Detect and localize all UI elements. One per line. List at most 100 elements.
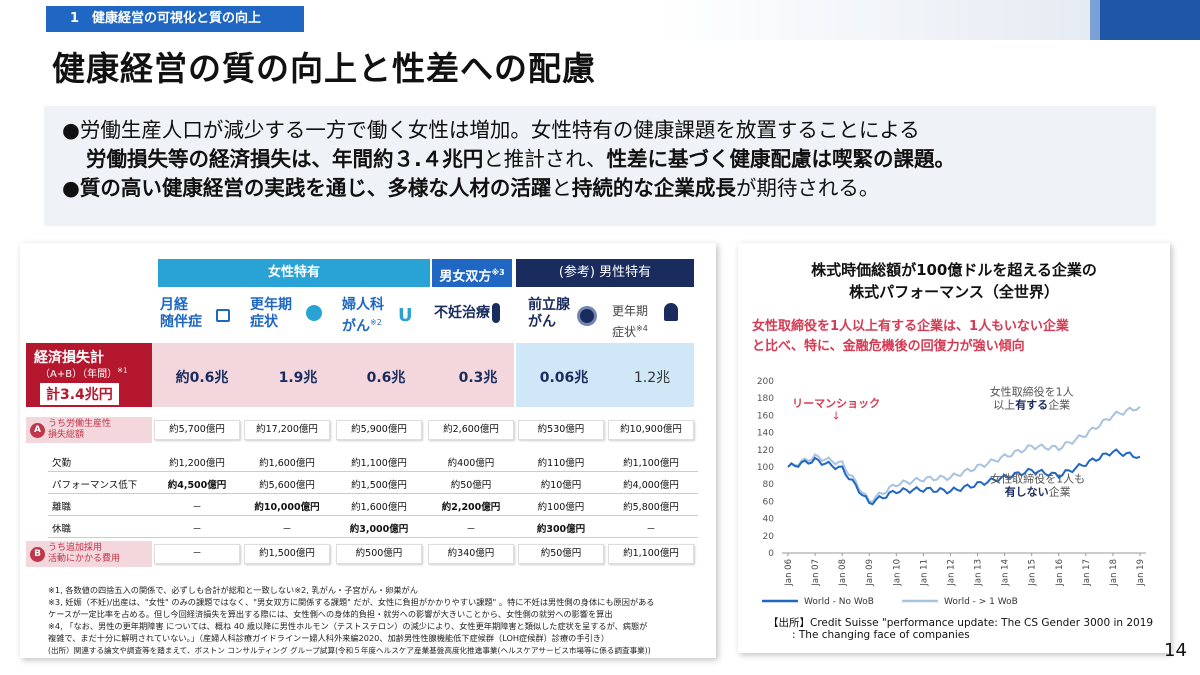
y-tick-label: 80 <box>763 480 775 490</box>
detail-value-cell: 約1,500億円 <box>351 480 407 491</box>
col-label-male-menopause: 更年期 症状※4 <box>612 304 649 339</box>
row-divider <box>48 537 698 538</box>
x-tick-label: Jan 11 <box>919 559 929 587</box>
section-tag: 1 健康経営の可視化と質の向上 <box>46 6 304 32</box>
row-divider <box>48 515 698 516</box>
female-header: 女性特有 <box>158 259 430 287</box>
b-label: うち追加採用 活動にかかる費用 <box>48 543 121 564</box>
y-tick-label: 100 <box>757 463 774 473</box>
x-tick-label: Jan 17 <box>1082 559 1092 587</box>
detail-value-cell: － <box>466 524 476 535</box>
detail-value-cell: 約400億円 <box>447 458 495 469</box>
top-bar-stripe <box>1100 0 1200 40</box>
both-header: 男女双方※3 <box>432 259 512 287</box>
chart-title-1: 株式時価総額が100億ドルを超える企業の <box>811 261 1097 279</box>
legend-label: World - No WoB <box>804 597 874 607</box>
series-line <box>787 448 1141 506</box>
chart-subtitle-1: 女性取締役を1人以上有する企業は、1人もいない企業 <box>752 319 1069 334</box>
col-label-fertility: 不妊治療 <box>434 305 490 321</box>
y-tick-label: 140 <box>757 429 774 439</box>
b-value-cell: 約1,500億円 <box>244 544 330 564</box>
b-value-cell: － <box>154 544 240 564</box>
loss-value-menstrual: 約0.6兆 <box>175 370 229 386</box>
a-value-cell: 約5,700億円 <box>154 420 240 440</box>
annotation-top-2: 以上有する企業 <box>993 398 1070 412</box>
loss-value-prostate: 0.06兆 <box>539 370 589 386</box>
y-tick-label: 200 <box>757 377 774 387</box>
detail-value-cell: 約1,600億円 <box>351 502 407 513</box>
detail-value-cell: 約2,200億円 <box>441 502 501 513</box>
detail-value-cell: 約10,000億円 <box>254 502 320 513</box>
a-value-cell: 約2,600億円 <box>428 420 514 440</box>
loss-total: 計3.4兆円 <box>40 383 119 405</box>
page-title: 健康経営の質の向上と性差への配慮 <box>52 49 596 88</box>
woman-icon <box>306 305 322 321</box>
annotation-top-1: 女性取締役を1人 <box>990 385 1074 399</box>
female-loss-bg <box>152 343 514 407</box>
note-4: ※4, 「なお、男性の更年期障害 については、概ね 40 歳以降に男性ホルモン（… <box>48 621 648 631</box>
x-tick-label: Jan 14 <box>1001 559 1011 587</box>
a-value-cell: 約10,900億円 <box>608 420 694 440</box>
y-tick-label: 120 <box>757 446 774 456</box>
loss-sub: （A+B）（年間）※1 <box>40 366 128 380</box>
detail-value-cell: 約1,600億円 <box>259 458 315 469</box>
detail-value-cell: 約5,600億円 <box>259 480 315 491</box>
detail-value-cell: 約5,800億円 <box>623 502 679 513</box>
ribbon-icon: ᑌ <box>398 305 413 326</box>
chart-source-1: 【出所】Credit Suisse "performance update: T… <box>768 617 1154 629</box>
a-label: うち労働生産性 損失総額 <box>48 419 112 440</box>
x-tick-label: Jan 13 <box>974 559 984 587</box>
detail-value-cell: － <box>192 502 202 513</box>
badge-a: A <box>30 423 45 438</box>
col-label-gyn-cancer: 婦人科 がん※2 <box>342 297 384 335</box>
y-tick-label: 180 <box>757 394 774 404</box>
detail-row-label: 休職 <box>52 524 72 535</box>
x-tick-label: Jan 06 <box>784 559 794 587</box>
x-tick-label: Jan 10 <box>892 559 902 587</box>
legend-label: World - > 1 WoB <box>944 597 1018 607</box>
x-tick-label: Jan 15 <box>1028 559 1038 587</box>
detail-value-cell: 約50億円 <box>450 480 492 491</box>
loss-label: 経済損失計 <box>34 350 104 366</box>
a-value-cell: 約530億円 <box>518 420 604 440</box>
detail-value-cell: 約10億円 <box>540 480 582 491</box>
chart-title-2: 株式パフォーマンス（全世界） <box>849 283 1059 301</box>
b-value-cell: 約340億円 <box>428 544 514 564</box>
y-tick-label: 40 <box>763 515 775 525</box>
man-icon <box>664 303 678 321</box>
y-tick-label: 160 <box>757 411 774 421</box>
virus-icon <box>580 309 594 323</box>
detail-value-cell: － <box>192 524 202 535</box>
loss-value-menopause: 1.9兆 <box>278 370 318 386</box>
detail-value-cell: 約300億円 <box>536 524 586 535</box>
summary-line-1: ●労働生産人口が減少する一方で働く女性は増加。女性特有の健康課題を放置することに… <box>62 118 920 142</box>
table-source: (出所）関連する論文や調査等を踏まえて、ボストン コンサルティング グループ試算… <box>48 646 651 655</box>
lehman-arrow: ↓ <box>832 410 841 423</box>
detail-value-cell: 約1,200億円 <box>169 458 225 469</box>
loss-value-male-menopause: 1.2兆 <box>633 370 671 386</box>
loss-value-gyn-cancer: 0.6兆 <box>366 370 406 386</box>
row-divider <box>48 493 698 494</box>
detail-value-cell: － <box>282 524 292 535</box>
a-value-cell: 約5,900億円 <box>336 420 422 440</box>
detail-row-label: パフォーマンス低下 <box>52 480 138 491</box>
detail-row-label: 欠勤 <box>52 458 72 469</box>
summary-line-3: ●質の高い健康経営の実践を通じ、多様な人材の活躍と持続的な企業成長が期待される。 <box>62 176 880 200</box>
x-tick-label: Jan 08 <box>838 559 848 587</box>
summary-box: ●労働生産人口が減少する一方で働く女性は増加。女性特有の健康課題を放置することに… <box>44 106 1156 226</box>
col-label-menstrual: 月経 随伴症 <box>160 297 202 330</box>
detail-value-cell: 約1,100億円 <box>351 458 407 469</box>
b-value-cell: 約50億円 <box>518 544 604 564</box>
x-tick-label: Jan 12 <box>946 559 956 587</box>
a-value-cell: 約17,200億円 <box>244 420 330 440</box>
calendar-icon <box>216 309 230 322</box>
summary-line-2: 労働損失等の経済損失は、年間約３.４兆円と推計され、性差に基づく健康配慮は喫緊の… <box>86 147 956 171</box>
a-label-bg <box>26 417 152 443</box>
b-value-cell: 約1,100億円 <box>608 544 694 564</box>
detail-value-cell: 約1,100億円 <box>623 458 679 469</box>
male-loss-bg <box>516 343 694 407</box>
detail-value-cell: － <box>646 524 656 535</box>
b-label-bg <box>26 541 152 567</box>
col-label-prostate: 前立腺 がん <box>528 297 570 330</box>
b-value-cell: 約500億円 <box>336 544 422 564</box>
